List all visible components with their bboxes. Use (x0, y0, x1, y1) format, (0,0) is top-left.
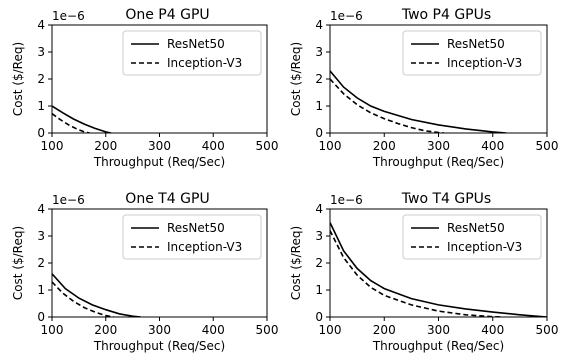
x-tick-label: 300 (148, 139, 171, 153)
legend-box (402, 30, 542, 76)
y-tick-label: 2 (315, 256, 323, 270)
series-line-inception-v3 (52, 281, 114, 317)
legend-box (122, 214, 262, 260)
y-offset-label: 1e−6 (52, 9, 85, 23)
y-tick-label: 0 (315, 126, 323, 140)
x-tick-label: 400 (481, 323, 504, 337)
y-tick-label: 3 (315, 45, 323, 59)
x-tick-label: 100 (319, 139, 342, 153)
series-line-inception-v3 (52, 112, 90, 133)
x-tick-label: 400 (481, 139, 504, 153)
x-tick-label: 100 (41, 139, 64, 153)
x-tick-label: 300 (427, 323, 450, 337)
legend: ResNet50 Inception-V3 (402, 214, 542, 260)
chart-panel-1: 100 200 300 400 500 0 1 2 3 4 1e−6 One P4 GPU Throug… (11, 7, 278, 169)
x-tick-label: 400 (202, 139, 225, 153)
x-tick-label: 500 (536, 323, 559, 337)
chart-title: Two P4 GPUs (401, 7, 491, 23)
y-tick-label: 0 (37, 126, 45, 140)
y-offset-label: 1e−6 (52, 193, 85, 207)
series-line-resnet50 (52, 273, 141, 317)
chart-panel-2: 100 200 300 400 500 0 1 2 3 4 1e−6 Two P4 GPUs Throu… (289, 7, 558, 169)
x-tick-label: 200 (94, 139, 117, 153)
legend-label: Inception-V3 (167, 240, 242, 254)
y-tick-label: 1 (315, 283, 323, 297)
y-axis-label: Cost ($/Req) (11, 226, 25, 300)
x-tick-label: 200 (373, 139, 396, 153)
y-offset-label: 1e−6 (330, 9, 363, 23)
series-line-resnet50 (52, 105, 112, 133)
y-axis-label: Cost ($/Req) (11, 42, 25, 116)
legend-box (402, 214, 542, 260)
y-axis-label: Cost ($/Req) (289, 226, 303, 300)
chart-title: One P4 GPU (125, 7, 209, 23)
y-tick-label: 2 (37, 256, 45, 270)
x-tick-label: 400 (202, 323, 225, 337)
y-tick-label: 4 (37, 202, 45, 216)
legend-label: ResNet50 (447, 37, 505, 51)
x-tick-label: 100 (41, 323, 64, 337)
legend: ResNet50 Inception-V3 (122, 214, 262, 260)
chart-title: One T4 GPU (125, 191, 209, 207)
legend: ResNet50 Inception-V3 (122, 30, 262, 76)
y-tick-label: 0 (37, 310, 45, 324)
y-tick-label: 0 (315, 310, 323, 324)
y-axis-label: Cost ($/Req) (289, 42, 303, 116)
y-tick-label: 1 (37, 99, 45, 113)
y-tick-label: 3 (315, 229, 323, 243)
y-tick-label: 1 (37, 283, 45, 297)
chart-title: Two T4 GPUs (401, 191, 491, 207)
x-tick-label: 300 (148, 323, 171, 337)
series-line-inception-v3 (330, 230, 501, 317)
y-tick-label: 2 (37, 72, 45, 86)
series-line-inception-v3 (330, 78, 444, 133)
y-tick-label: 4 (315, 18, 323, 32)
y-tick-label: 1 (315, 99, 323, 113)
legend-label: Inception-V3 (447, 56, 522, 70)
chart-panel-4: 100 200 300 400 500 0 1 2 3 4 1e−6 Two T4 GPUs Throu… (289, 191, 558, 353)
legend-label: ResNet50 (167, 37, 225, 51)
legend-label: ResNet50 (447, 221, 505, 235)
y-offset-label: 1e−6 (330, 193, 363, 207)
x-axis-label: Throughput (Req/Sec) (93, 339, 225, 353)
x-tick-label: 100 (319, 323, 342, 337)
legend-label: ResNet50 (167, 221, 225, 235)
x-tick-label: 200 (94, 323, 117, 337)
legend-label: Inception-V3 (447, 240, 522, 254)
y-tick-label: 3 (37, 45, 45, 59)
series-line-resnet50 (330, 70, 507, 133)
x-axis-label: Throughput (Req/Sec) (372, 155, 504, 169)
x-tick-label: 500 (536, 139, 559, 153)
legend-box (122, 30, 262, 76)
y-tick-label: 2 (315, 72, 323, 86)
x-tick-label: 200 (373, 323, 396, 337)
x-axis-label: Throughput (Req/Sec) (93, 155, 225, 169)
x-tick-label: 500 (256, 323, 279, 337)
x-tick-label: 300 (427, 139, 450, 153)
legend-label: Inception-V3 (167, 56, 242, 70)
y-tick-label: 4 (37, 18, 45, 32)
chart-panel-3: 100 200 300 400 500 0 1 2 3 4 1e−6 One T4 GPU Throug… (11, 191, 278, 353)
x-tick-label: 500 (256, 139, 279, 153)
series-line-resnet50 (330, 222, 547, 317)
y-tick-label: 4 (315, 202, 323, 216)
y-tick-label: 3 (37, 229, 45, 243)
legend: ResNet50 Inception-V3 (402, 30, 542, 76)
x-axis-label: Throughput (Req/Sec) (372, 339, 504, 353)
